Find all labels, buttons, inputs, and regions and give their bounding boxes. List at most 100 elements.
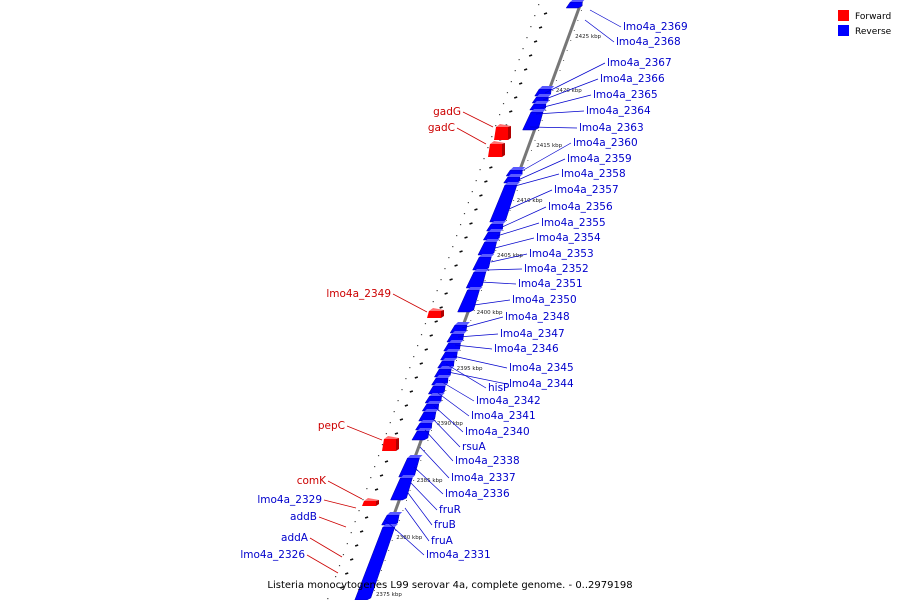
track-dot <box>534 15 536 17</box>
legend-label-reverse: Reverse <box>855 27 892 37</box>
track-dash <box>409 390 414 393</box>
track-dot <box>520 180 522 181</box>
reverse-gene-label: lmo4a_2368 <box>616 36 681 48</box>
track-dot <box>440 279 442 281</box>
reverse-leader-line <box>542 78 599 101</box>
reverse-gene-block <box>489 184 518 223</box>
track-dot <box>391 540 393 541</box>
track-dot <box>570 40 572 41</box>
track-dot <box>358 510 360 512</box>
track-dash <box>344 572 349 575</box>
reverse-gene-top <box>417 428 433 431</box>
caption: Listeria monocytogenes L99 serovar 4a, c… <box>267 580 632 591</box>
tick-label: 2375 kbp <box>376 592 402 598</box>
reverse-gene-label: lmo4a_2338 <box>455 455 520 467</box>
forward-leader-line <box>346 425 383 441</box>
track-dot <box>527 160 529 161</box>
reverse-leader-line <box>437 392 470 417</box>
reverse-gene-block <box>465 271 487 289</box>
track-dot <box>509 210 511 211</box>
reverse-gene-block <box>398 457 420 478</box>
reverse-leader-line <box>499 206 547 229</box>
track-dot <box>459 224 462 226</box>
reverse-leader-line <box>404 507 430 542</box>
track-dot <box>381 570 383 571</box>
reverse-gene-top <box>507 174 523 177</box>
reverse-gene-label: fruA <box>431 535 454 547</box>
track-dot <box>384 560 386 561</box>
track-dot <box>563 60 565 61</box>
track-dash <box>533 40 538 43</box>
reverse-gene-label: lmo4a_2342 <box>476 395 541 407</box>
reverse-leader-line <box>480 281 517 285</box>
reverse-leader-line <box>384 519 425 556</box>
track-dash <box>340 586 344 589</box>
track-dot <box>395 530 397 531</box>
track-dot <box>559 70 561 71</box>
reverse-leader-line <box>529 126 578 129</box>
track-dot <box>541 120 543 121</box>
track-dot <box>335 576 337 578</box>
reverse-gene-label: rsuA <box>462 441 486 453</box>
track-dot <box>566 50 568 51</box>
reverse-gene-block <box>477 241 497 256</box>
track-dot <box>423 450 425 451</box>
legend-swatch-forward <box>838 10 849 21</box>
track-dot <box>513 200 515 201</box>
reverse-gene-top <box>504 182 520 185</box>
track-dash <box>474 208 478 211</box>
forward-leader-line <box>462 111 494 128</box>
track-dot <box>518 59 520 61</box>
reverse-gene-label: lmo4a_2357 <box>554 184 619 196</box>
reverse-gene-block <box>457 289 480 313</box>
reverse-leader-line <box>410 482 438 511</box>
track-dot <box>444 268 446 270</box>
reverse-leader-line <box>535 110 585 115</box>
track-dash <box>404 404 409 407</box>
track-dot <box>405 378 407 380</box>
reverse-gene-label: lmo4a_2367 <box>607 57 672 69</box>
tick-label: 2405 kbp <box>497 253 523 259</box>
forward-leader-line <box>456 127 487 145</box>
reverse-gene-label: lmo4a_2341 <box>471 410 536 422</box>
track-dot <box>577 20 579 21</box>
track-dot <box>530 26 532 28</box>
reverse-leader-line <box>447 371 508 385</box>
track-dot <box>516 190 518 191</box>
track-dash <box>444 292 448 295</box>
reverse-leader-line <box>419 446 450 479</box>
reverse-gene-label: lmo4a_2363 <box>579 122 644 134</box>
track-dash <box>484 180 488 183</box>
reverse-gene-label: lmo4a_2340 <box>465 426 530 438</box>
track-dot <box>393 411 395 413</box>
reverse-gene-top <box>419 420 435 423</box>
track-dash <box>459 250 463 253</box>
reverse-gene-top <box>510 167 526 170</box>
track-dot <box>342 554 345 556</box>
forward-gene-label: lmo4a_2349 <box>326 288 391 300</box>
track-dot <box>452 370 454 371</box>
track-dot <box>427 440 429 441</box>
reverse-gene-label: lmo4a_2358 <box>561 168 626 180</box>
track-dot <box>530 150 532 151</box>
gene-labels: gadG gadC lmo4a_2349 pepC comK lmo4a_2329 addB… <box>240 9 688 574</box>
forward-leader-line <box>318 516 347 528</box>
tick-label: 2380 kbp <box>396 535 422 541</box>
reverse-gene-block <box>381 514 400 526</box>
reverse-gene-label: lmo4a_2360 <box>573 137 638 149</box>
reverse-gene-label: lmo4a_2366 <box>600 73 665 85</box>
track-dot <box>338 565 341 567</box>
track-dash <box>434 320 438 323</box>
reverse-gene-top <box>473 269 489 272</box>
track-dot <box>491 136 493 138</box>
track-dash <box>414 376 419 379</box>
forward-gene-label: gadG <box>433 106 461 118</box>
forward-leader-line <box>323 499 357 509</box>
reverse-gene-top <box>382 524 398 527</box>
reverse-gene-top <box>533 101 549 104</box>
track-dot <box>514 70 516 72</box>
forward-gene-top <box>429 308 444 311</box>
reverse-gene-top <box>426 401 442 404</box>
track-dot <box>523 170 525 171</box>
track-dash <box>384 460 389 463</box>
